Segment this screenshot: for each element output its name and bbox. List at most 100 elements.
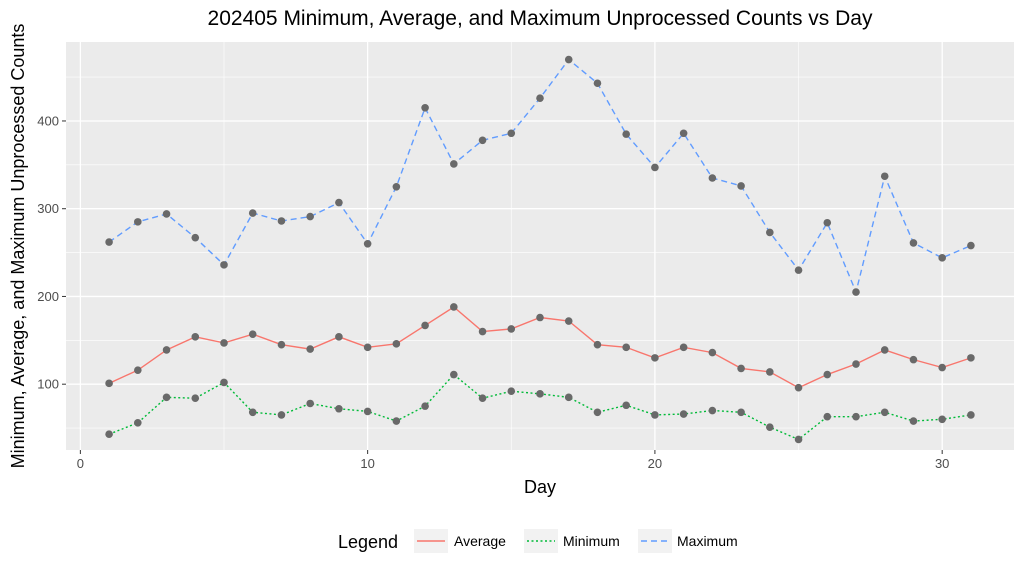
- data-point-maximum: [162, 210, 171, 218]
- data-point-average: [335, 333, 343, 341]
- data-point-maximum: [363, 240, 372, 248]
- data-point-maximum: [766, 228, 774, 237]
- data-point-average: [766, 368, 774, 376]
- data-point-average: [507, 325, 516, 333]
- data-point-maximum: [823, 218, 832, 227]
- y-axis-title: Minimum, Average, and Maximum Unprocesse…: [8, 24, 28, 469]
- data-point-average: [105, 379, 113, 388]
- data-point-maximum: [938, 254, 946, 262]
- data-point-average: [421, 321, 429, 330]
- data-point-maximum: [622, 130, 630, 138]
- data-point-minimum: [162, 393, 171, 402]
- data-point-minimum: [335, 404, 343, 413]
- data-point-average: [938, 363, 946, 372]
- data-point-minimum: [938, 415, 946, 424]
- data-point-average: [478, 327, 487, 336]
- data-point-minimum: [564, 393, 573, 402]
- data-point-average: [967, 354, 975, 362]
- legend-label-average: Average: [454, 533, 506, 549]
- legend-title: Legend: [338, 532, 398, 552]
- data-point-minimum: [651, 411, 659, 419]
- y-axis: 100 200 300 400: [37, 113, 66, 392]
- data-point-average: [823, 370, 832, 379]
- data-point-average: [248, 330, 257, 338]
- data-point-minimum: [823, 412, 832, 421]
- data-point-average: [363, 343, 372, 352]
- y-tick-label: 400: [37, 113, 59, 128]
- chart-title: 202405 Minimum, Average, and Maximum Unp…: [208, 7, 873, 30]
- data-point-minimum: [450, 370, 458, 379]
- data-point-average: [162, 346, 171, 354]
- data-point-average: [450, 303, 458, 311]
- data-point-maximum: [593, 79, 602, 88]
- data-point-minimum: [880, 408, 889, 417]
- data-point-maximum: [134, 218, 142, 226]
- data-point-average: [564, 317, 573, 325]
- data-point-maximum: [392, 182, 401, 191]
- data-point-maximum: [191, 233, 200, 242]
- data-point-minimum: [306, 399, 314, 408]
- data-point-average: [852, 360, 860, 368]
- data-point-minimum: [622, 401, 630, 410]
- grid-major: [66, 42, 1014, 450]
- x-tick-label: 10: [360, 456, 374, 471]
- data-point-minimum: [708, 406, 717, 415]
- x-axis-title: Day: [524, 477, 556, 497]
- data-point-maximum: [277, 217, 286, 225]
- data-point-maximum: [794, 266, 803, 274]
- data-point-minimum: [967, 411, 975, 419]
- x-tick-label: 0: [77, 456, 84, 471]
- data-point-minimum: [766, 423, 774, 431]
- data-point-minimum: [794, 435, 803, 444]
- data-point-average: [220, 339, 228, 347]
- data-point-minimum: [593, 408, 602, 417]
- data-point-average: [191, 333, 200, 341]
- y-tick-label: 300: [37, 201, 59, 216]
- data-point-minimum: [277, 411, 286, 419]
- data-point-maximum: [651, 163, 659, 172]
- legend-label-minimum: Minimum: [563, 533, 620, 549]
- data-point-minimum: [478, 394, 487, 403]
- data-point-maximum: [852, 288, 860, 296]
- data-point-maximum: [507, 129, 516, 138]
- data-point-maximum: [737, 182, 745, 190]
- data-point-maximum: [880, 172, 889, 181]
- data-point-average: [737, 364, 745, 373]
- data-point-minimum: [679, 410, 688, 418]
- data-point-maximum: [564, 55, 573, 64]
- data-point-maximum: [248, 209, 257, 217]
- data-point-minimum: [421, 402, 429, 410]
- data-point-maximum: [478, 136, 487, 145]
- data-point-average: [392, 340, 401, 348]
- x-axis: 0 10 20 30: [77, 450, 949, 471]
- data-point-minimum: [852, 412, 860, 421]
- data-point-average: [306, 345, 314, 353]
- data-point-average: [794, 383, 803, 392]
- data-point-minimum: [507, 387, 516, 396]
- data-point-minimum: [105, 430, 113, 439]
- y-tick-label: 200: [37, 289, 59, 304]
- data-point-minimum: [220, 378, 228, 387]
- data-point-minimum: [909, 417, 918, 425]
- data-point-maximum: [306, 212, 314, 221]
- data-point-average: [909, 355, 918, 364]
- data-point-minimum: [191, 394, 200, 403]
- data-point-maximum: [421, 104, 429, 112]
- legend: Legend Average Minimum Maximum: [338, 529, 738, 553]
- data-point-minimum: [392, 417, 401, 425]
- data-point-minimum: [134, 419, 142, 427]
- data-point-minimum: [536, 390, 544, 398]
- data-point-average: [651, 354, 659, 362]
- x-tick-label: 20: [648, 456, 662, 471]
- legend-label-maximum: Maximum: [677, 533, 738, 549]
- data-point-maximum: [105, 238, 113, 246]
- data-point-average: [880, 346, 889, 354]
- series-points: [105, 55, 975, 444]
- data-point-maximum: [909, 239, 918, 247]
- data-point-average: [536, 313, 544, 322]
- data-point-average: [679, 343, 688, 352]
- data-point-average: [708, 348, 717, 357]
- data-point-minimum: [737, 408, 745, 417]
- x-tick-label: 30: [935, 456, 949, 471]
